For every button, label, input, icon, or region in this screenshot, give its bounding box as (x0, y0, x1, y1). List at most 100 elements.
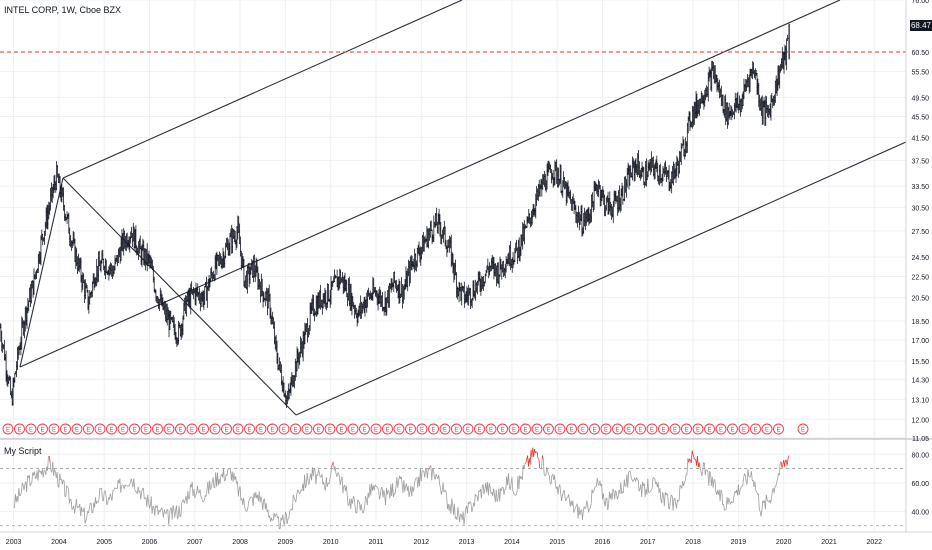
oscillator-segment (678, 485, 681, 501)
oscillator-segment (607, 505, 609, 511)
earnings-circle (451, 423, 462, 435)
oscillator-segment (649, 491, 651, 493)
oscillator-segment (754, 481, 757, 491)
oscillator-segment (260, 496, 263, 502)
earnings-marker-icon: E (198, 423, 209, 435)
oscillator-segment (575, 505, 577, 508)
oscillator-segment (392, 483, 394, 497)
oscillator-axis[interactable]: 80.00 60.00 40.00 (911, 452, 929, 516)
oscillator-segment (120, 485, 123, 493)
oscillator-segment (285, 511, 287, 515)
oscillator-segment (493, 488, 495, 496)
earnings-marker-icon: E (60, 423, 71, 435)
oscillator-segment (746, 469, 749, 485)
oscillator-segment (91, 512, 94, 514)
oscillator-segment (69, 498, 72, 501)
earnings-circle (94, 423, 106, 435)
earnings-circle (646, 423, 658, 435)
earnings-glyph: E (282, 428, 286, 434)
oscillator-segment (289, 509, 291, 512)
earnings-circle (37, 423, 48, 435)
earnings-marker-icon: E (106, 423, 117, 435)
oscillator-segment (178, 505, 181, 517)
oscillator-segment (512, 489, 515, 494)
earnings-circle (186, 423, 198, 435)
earnings-glyph: E (109, 428, 113, 434)
earnings-circle (681, 423, 692, 435)
oscillator-segment (336, 473, 339, 477)
time-tick-label: 2019 (731, 539, 747, 546)
oscillator-segment (219, 475, 222, 484)
oscillator-segment (775, 482, 778, 487)
earnings-glyph: E (316, 428, 320, 434)
oscillator-segment (92, 502, 95, 513)
oscillator-segment (523, 463, 526, 469)
earnings-circle (623, 423, 635, 435)
oscillator-segment (21, 482, 23, 493)
earnings-circle (2, 423, 14, 435)
oscillator-segment (550, 475, 553, 485)
oscillator-segment (278, 516, 280, 529)
oscillator-segment (304, 474, 306, 488)
oscillator-segment (702, 462, 704, 472)
oscillator-segment (90, 503, 93, 514)
oscillator-segment (450, 498, 453, 514)
oscillator-segment (590, 489, 593, 504)
oscillator-segment (487, 483, 490, 496)
oscillator-segment (620, 482, 623, 494)
oscillator-segment (653, 477, 655, 480)
earnings-circle (566, 423, 577, 435)
oscillator-segment (426, 468, 429, 479)
oscillator-tick-label: 60.00 (911, 481, 929, 488)
oscillator-segment (777, 473, 779, 479)
earnings-circle (474, 423, 485, 435)
oscillator-segment (414, 477, 417, 480)
oscillator-segment (122, 484, 124, 486)
oscillator-segment (109, 493, 112, 498)
oscillator-segment (34, 471, 36, 479)
oscillator-segment (529, 449, 532, 465)
oscillator-segment (638, 488, 641, 492)
oscillator-segment (237, 488, 240, 497)
oscillator-segment (578, 506, 581, 516)
oscillator-segment (376, 486, 379, 489)
oscillator-segment (704, 463, 706, 475)
earnings-glyph: E (535, 428, 539, 434)
time-axis[interactable]: 2003 2004 2005 2006 2007 2008 2009 2010 2011 2012… (0, 531, 932, 546)
earnings-circle (198, 423, 209, 435)
earnings-marker-icon: E (623, 423, 635, 435)
symbol-title[interactable]: INTEL CORP, 1W, Cboe BZX (4, 5, 122, 15)
oscillator-segment (546, 467, 548, 471)
oscillator-segment (547, 470, 549, 475)
time-tick-label: 2020 (776, 539, 792, 546)
oscillator-segment (88, 503, 91, 509)
oscillator-segment (676, 499, 678, 509)
price-axis[interactable]: 76.00 60.50 55.50 49.50 45.50 41.50 37.50 33.50… (911, 0, 929, 443)
oscillator-segment (457, 507, 460, 514)
oscillator-segment (252, 492, 255, 506)
earnings-glyph: E (569, 428, 573, 434)
earnings-glyph: E (224, 428, 228, 434)
oscillator-segment (771, 491, 773, 499)
oscillator-segment (559, 484, 562, 494)
oscillator-segment (413, 479, 416, 485)
oscillator-segment (765, 494, 768, 500)
time-tick-label: 2021 (821, 539, 837, 546)
oscillator-segment (780, 461, 783, 468)
oscillator-segment (156, 505, 159, 515)
indicator-title[interactable]: My Script (4, 446, 42, 456)
oscillator-segment (650, 490, 652, 492)
oscillator-segment (751, 471, 753, 482)
oscillator-segment (237, 481, 239, 497)
oscillator-segment (622, 479, 625, 493)
channel-lines (19, 0, 907, 416)
oscillator-segment (329, 475, 332, 481)
oscillator-segment (101, 488, 103, 501)
oscillator-segment (271, 517, 273, 521)
oscillator-segment (723, 504, 725, 511)
earnings-glyph: E (52, 428, 56, 434)
oscillator-segment (518, 475, 521, 489)
earnings-marker-icon: E (750, 423, 761, 435)
earnings-marker-icon: E (25, 423, 37, 435)
